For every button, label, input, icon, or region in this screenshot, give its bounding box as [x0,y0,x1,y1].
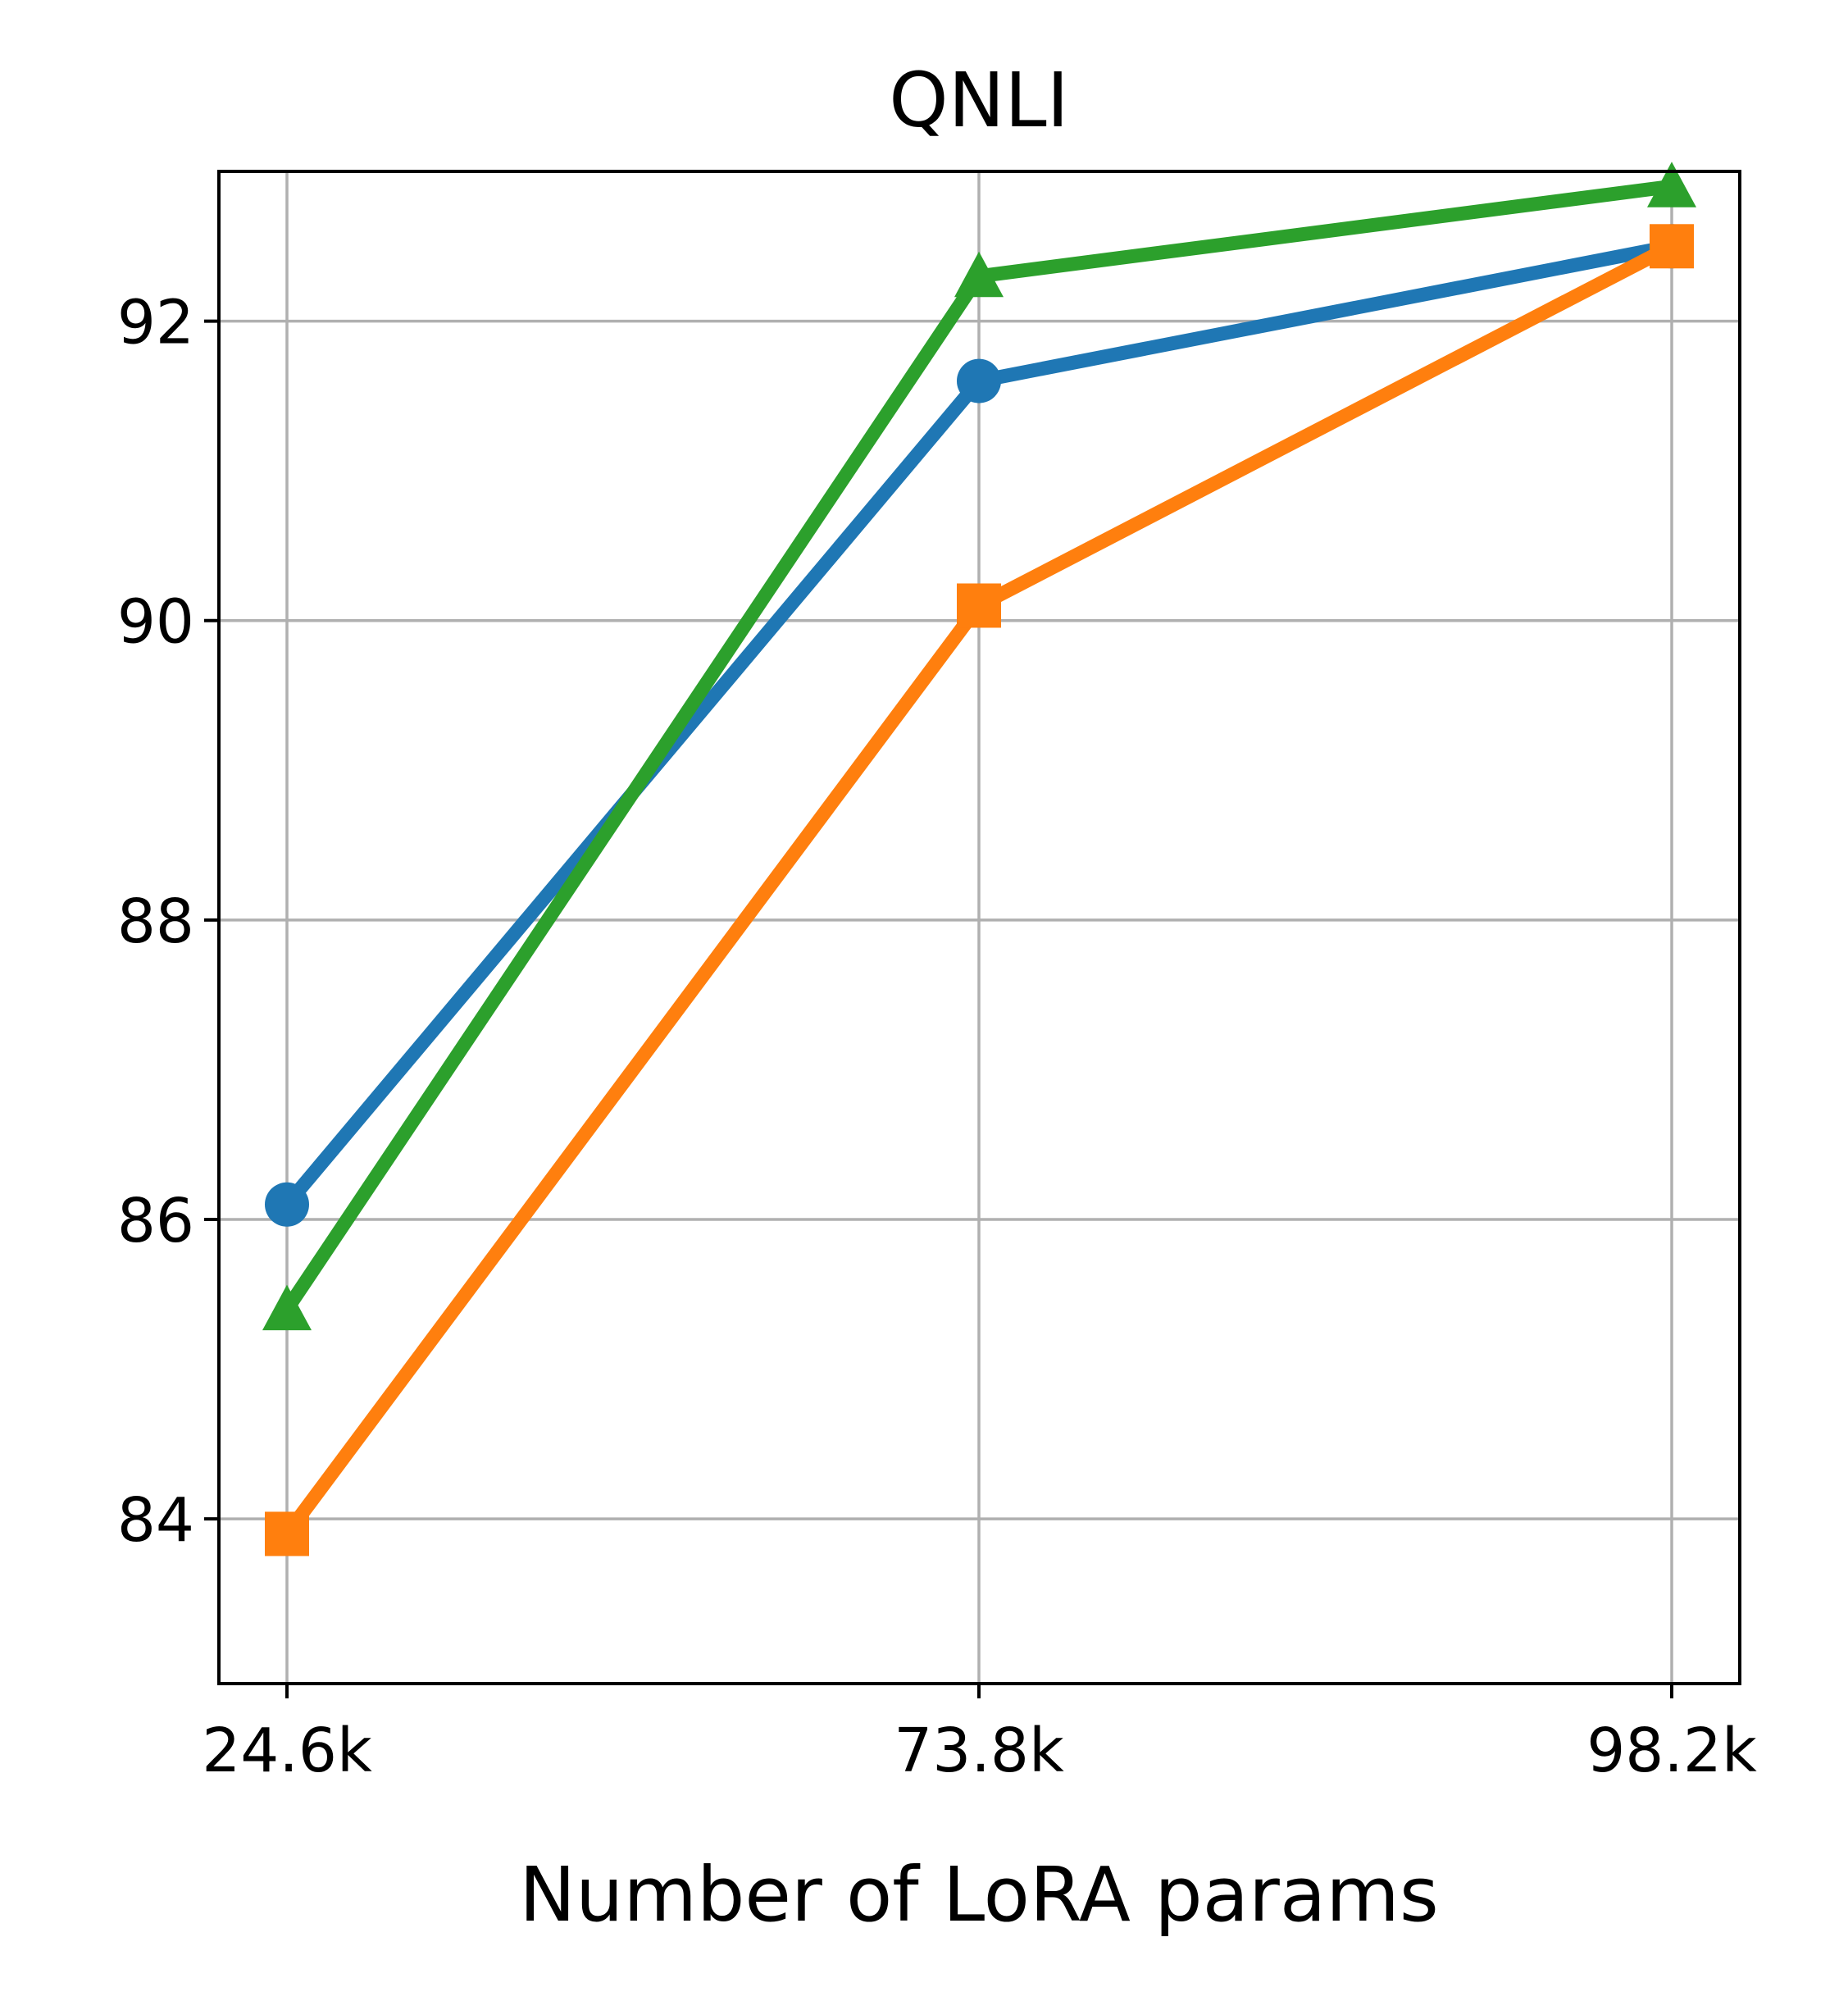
y-tick-label: 84 [117,1485,194,1556]
y-tick-label: 90 [117,587,194,658]
data-point-square [1650,224,1694,269]
y-tick-label: 86 [117,1186,194,1256]
y-tick-label: 92 [117,288,194,358]
data-point-triangle [1647,162,1696,207]
ticks: 24.6k 73.8k 98.2k 84 86 88 90 92 [117,288,1757,1786]
data-point-triangle [262,1284,312,1331]
x-axis-label: Number of LoRA params [519,1851,1439,1939]
y-tick-label: 88 [117,886,194,957]
data-point-square [957,583,1001,628]
series-triangle [262,162,1696,1331]
data-point-square [265,1511,309,1556]
chart-title: QNLI [889,57,1069,144]
x-tick-label: 24.6k [202,1716,372,1786]
data-point-circle [265,1182,309,1227]
x-tick-label: 73.8k [894,1716,1064,1786]
series-square [265,224,1694,1556]
x-tick-label: 98.2k [1586,1716,1757,1786]
data-point-triangle [954,251,1004,298]
grid [219,171,1740,1684]
series-layer [262,162,1696,1556]
data-point-circle [957,358,1001,403]
